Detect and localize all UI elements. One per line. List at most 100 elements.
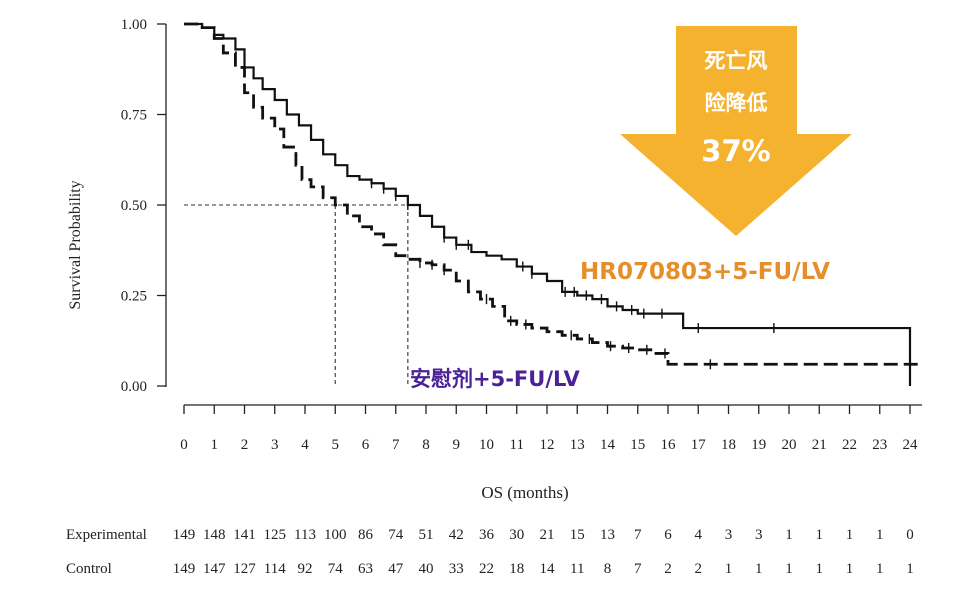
risk-value: 1 — [876, 561, 884, 577]
risk-value: 1 — [816, 527, 824, 543]
risk-value: 51 — [419, 527, 434, 543]
risk-value: 148 — [203, 527, 226, 543]
y-tick-label: 1.00 — [121, 17, 147, 33]
x-tick-label: 8 — [422, 437, 430, 453]
x-tick-label: 14 — [600, 437, 616, 453]
x-tick-label: 21 — [812, 437, 827, 453]
experimental-series-label: HR070803+5-FU/LV — [580, 259, 830, 285]
risk-value: 0 — [906, 527, 914, 543]
risk-value: 2 — [695, 561, 703, 577]
risk-value: 1 — [755, 561, 763, 577]
risk-value: 8 — [604, 561, 612, 577]
risk-values: 149 148 141 125 113 100 86 74 51 42 36 30 21 15 13 7 6 4 3… — [173, 527, 914, 577]
x-tick-label: 23 — [872, 437, 887, 453]
risk-value: 125 — [264, 527, 287, 543]
risk-row-label-control: Control — [66, 561, 112, 577]
x-tick-label: 20 — [782, 437, 797, 453]
risk-value: 4 — [695, 527, 703, 543]
risk-value: 74 — [388, 527, 404, 543]
risk-value: 40 — [419, 561, 434, 577]
risk-value: 147 — [203, 561, 226, 577]
censor-marks — [370, 178, 775, 370]
x-tick-label: 17 — [691, 437, 707, 453]
risk-value: 127 — [233, 561, 256, 577]
risk-value: 100 — [324, 527, 347, 543]
y-tick-label: 0.25 — [121, 289, 147, 305]
risk-value: 11 — [570, 561, 584, 577]
risk-value: 33 — [449, 561, 464, 577]
hazard-reduction-arrow: 死亡风 险降低 37% — [620, 26, 852, 236]
x-tick-label: 15 — [630, 437, 645, 453]
risk-value: 47 — [388, 561, 404, 577]
risk-value: 1 — [876, 527, 884, 543]
risk-value: 2 — [664, 561, 672, 577]
risk-value: 1 — [906, 561, 914, 577]
risk-value: 30 — [509, 527, 524, 543]
x-tick-label: 11 — [510, 437, 524, 453]
x-tick-label: 18 — [721, 437, 736, 453]
down-arrow-icon — [620, 26, 852, 236]
x-tick-label: 0 — [180, 437, 188, 453]
x-tick-label: 4 — [301, 437, 309, 453]
x-tick-label: 7 — [392, 437, 400, 453]
risk-value: 22 — [479, 561, 494, 577]
risk-value: 141 — [233, 527, 256, 543]
risk-value: 7 — [634, 561, 642, 577]
risk-value: 63 — [358, 561, 373, 577]
x-axis-ticks: 0 1 2 3 4 5 6 7 8 9 10 11 12 13 14 15 16 17 18 19 20 21 22 23 24 — [180, 405, 918, 453]
x-tick-label: 6 — [362, 437, 370, 453]
y-tick-label: 0.50 — [121, 198, 147, 214]
risk-value: 15 — [570, 527, 585, 543]
x-tick-label: 22 — [842, 437, 857, 453]
risk-value: 3 — [755, 527, 763, 543]
risk-value: 149 — [173, 561, 196, 577]
x-tick-label: 5 — [332, 437, 340, 453]
y-axis-ticks: 0.00 0.25 0.50 0.75 1.00 — [121, 17, 166, 395]
x-tick-label: 12 — [540, 437, 555, 453]
y-axis-label: Survival Probability — [67, 180, 84, 309]
y-tick-label: 0.75 — [121, 108, 147, 124]
x-axis-label: OS (months) — [481, 483, 568, 502]
risk-value: 86 — [358, 527, 374, 543]
x-tick-label: 19 — [751, 437, 766, 453]
risk-value: 7 — [634, 527, 642, 543]
risk-value: 6 — [664, 527, 672, 543]
risk-value: 13 — [600, 527, 615, 543]
risk-value: 1 — [725, 561, 733, 577]
arrow-value: 37% — [701, 134, 770, 168]
control-curve — [184, 22, 924, 366]
median-reference-lines — [184, 204, 409, 386]
risk-value: 1 — [785, 527, 793, 543]
x-tick-label: 16 — [661, 437, 677, 453]
arrow-text-line1: 死亡风 — [705, 49, 768, 73]
x-tick-label: 3 — [271, 437, 279, 453]
arrow-text-line2: 险降低 — [705, 91, 768, 115]
risk-value: 1 — [846, 527, 854, 543]
x-tick-label: 1 — [211, 437, 219, 453]
risk-value: 74 — [328, 561, 344, 577]
risk-value: 114 — [264, 561, 286, 577]
risk-value: 36 — [479, 527, 495, 543]
y-tick-label: 0.00 — [121, 379, 147, 395]
risk-value: 14 — [540, 561, 556, 577]
x-tick-label: 24 — [903, 437, 919, 453]
risk-value: 149 — [173, 527, 196, 543]
risk-value: 92 — [298, 561, 313, 577]
experimental-curve — [184, 22, 912, 386]
risk-table: Experimental Control 149 148 141 125 113 100 8… — [66, 527, 914, 577]
control-series-label: 安慰剂+5-FU/LV — [410, 367, 580, 391]
x-tick-label: 2 — [241, 437, 249, 453]
risk-row-label-experimental: Experimental — [66, 527, 147, 543]
x-tick-label: 10 — [479, 437, 494, 453]
risk-value: 42 — [449, 527, 464, 543]
risk-value: 1 — [816, 561, 824, 577]
x-tick-label: 9 — [453, 437, 461, 453]
risk-value: 3 — [725, 527, 733, 543]
risk-value: 18 — [509, 561, 524, 577]
risk-value: 113 — [294, 527, 316, 543]
risk-value: 1 — [846, 561, 854, 577]
x-tick-label: 13 — [570, 437, 585, 453]
risk-value: 21 — [540, 527, 555, 543]
risk-value: 1 — [785, 561, 793, 577]
